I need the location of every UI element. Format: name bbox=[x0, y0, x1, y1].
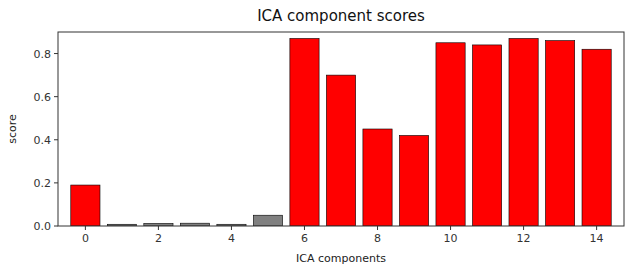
bar bbox=[253, 215, 282, 226]
y-tick-label: 0.4 bbox=[34, 134, 52, 147]
bar bbox=[582, 49, 611, 226]
bar bbox=[436, 43, 465, 226]
chart-svg: 0 2 4 6 8 10 12 14 0.0 0.2 0.4 0.6 0.8 ICA component … bbox=[0, 0, 640, 270]
bar bbox=[509, 38, 538, 226]
bar bbox=[399, 135, 428, 226]
plot-frame bbox=[58, 32, 624, 226]
bar bbox=[290, 38, 319, 226]
x-tick-label: 10 bbox=[444, 232, 458, 245]
bar bbox=[71, 185, 100, 226]
x-tick bbox=[231, 226, 232, 230]
y-tick-label: 0.6 bbox=[34, 91, 52, 104]
chart-container: 0 2 4 6 8 10 12 14 0.0 0.2 0.4 0.6 0.8 ICA component … bbox=[0, 0, 640, 270]
y-tick bbox=[54, 96, 58, 97]
chart-title: ICA component scores bbox=[257, 7, 425, 25]
y-tick bbox=[54, 53, 58, 54]
x-tick bbox=[85, 226, 86, 230]
bar bbox=[472, 45, 501, 226]
y-tick bbox=[54, 226, 58, 227]
y-tick-label: 0.0 bbox=[34, 220, 52, 233]
x-tick bbox=[523, 226, 524, 230]
x-tick-label: 8 bbox=[374, 232, 381, 245]
x-tick-label: 0 bbox=[82, 232, 89, 245]
bar bbox=[363, 129, 392, 226]
x-tick bbox=[377, 226, 378, 230]
bar bbox=[326, 75, 355, 226]
y-tick-label: 0.2 bbox=[34, 177, 52, 190]
x-tick bbox=[596, 226, 597, 230]
x-tick-label: 2 bbox=[155, 232, 162, 245]
x-tick-label: 12 bbox=[517, 232, 531, 245]
x-axis-label: ICA components bbox=[296, 252, 386, 265]
x-tick bbox=[158, 226, 159, 230]
x-tick-label: 4 bbox=[228, 232, 235, 245]
y-tick-label: 0.8 bbox=[34, 48, 52, 61]
y-tick bbox=[54, 182, 58, 183]
bar bbox=[545, 41, 574, 226]
bars bbox=[71, 38, 611, 226]
x-tick bbox=[304, 226, 305, 230]
y-tick bbox=[54, 139, 58, 140]
x-tick-label: 6 bbox=[301, 232, 308, 245]
x-tick-label: 14 bbox=[590, 232, 604, 245]
y-axis-label: score bbox=[6, 114, 19, 144]
x-tick bbox=[450, 226, 451, 230]
